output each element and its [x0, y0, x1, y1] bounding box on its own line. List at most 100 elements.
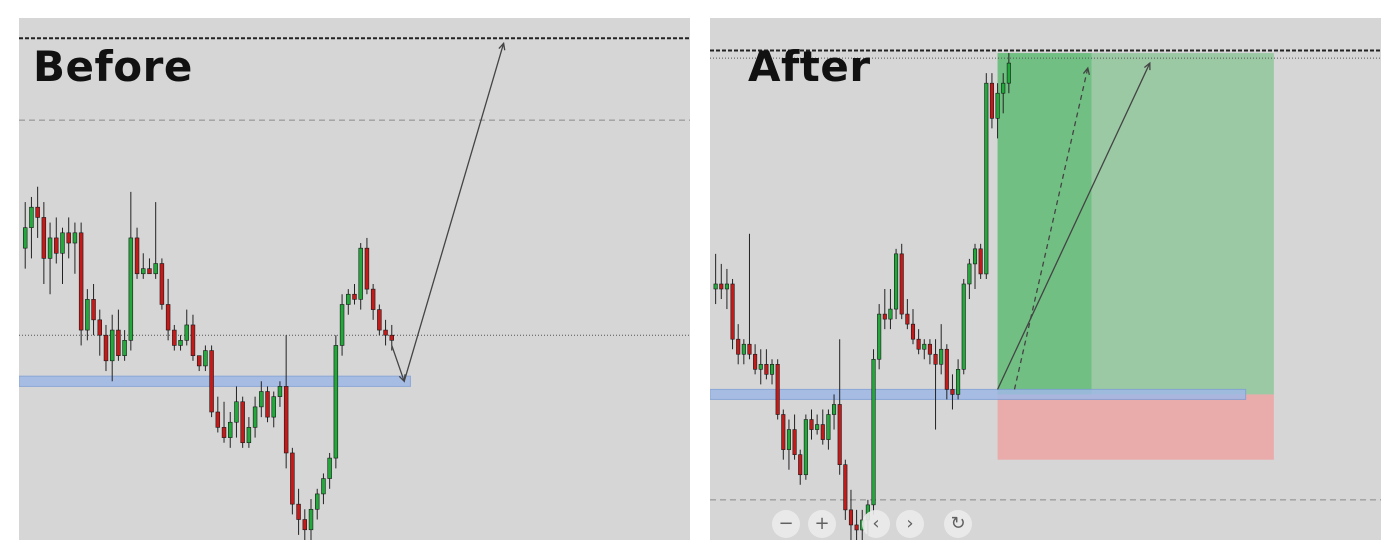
bearish-candle	[165, 304, 171, 331]
bullish-candle	[758, 363, 763, 370]
bearish-candle	[54, 237, 59, 254]
arrow-head-icon	[498, 41, 506, 51]
bullish-candle	[203, 350, 208, 367]
bullish-candle	[786, 429, 791, 450]
bearish-candle	[978, 248, 983, 275]
after-chart-panel: After − + ‹ › ↻	[710, 18, 1381, 540]
bullish-candle	[321, 478, 326, 495]
bearish-candle	[172, 329, 177, 346]
bullish-candle	[984, 82, 989, 275]
bearish-candle	[809, 419, 814, 430]
bullish-candle	[234, 401, 239, 423]
bullish-candle	[724, 283, 729, 290]
bearish-candle	[798, 454, 803, 476]
bearish-candle	[283, 386, 289, 454]
bearish-candle	[389, 334, 395, 341]
bullish-candle	[228, 421, 233, 438]
bullish-candle	[956, 369, 961, 395]
bearish-candle	[97, 319, 102, 336]
bearish-candle	[843, 464, 848, 511]
bearish-candle	[209, 350, 214, 413]
bearish-candle	[792, 429, 797, 455]
bearish-candle	[78, 232, 84, 331]
bullish-candle	[153, 263, 158, 275]
bearish-candle	[927, 343, 932, 355]
bullish-candle	[29, 206, 34, 228]
bearish-candle	[370, 288, 376, 310]
bearish-candle	[364, 247, 370, 290]
bullish-candle	[1006, 62, 1011, 84]
before-chart-title: Before	[33, 42, 193, 91]
bearish-candle	[352, 293, 357, 300]
bullish-candle	[832, 404, 837, 415]
scroll-left-button[interactable]: ‹	[862, 510, 890, 538]
bearish-candle	[91, 299, 96, 321]
bullish-candle	[815, 424, 820, 430]
bullish-candle	[47, 237, 53, 259]
bearish-candle	[290, 452, 295, 505]
bearish-candle	[240, 401, 245, 444]
bearish-candle	[377, 309, 382, 331]
bearish-candle	[719, 283, 724, 290]
bearish-candle	[221, 427, 227, 438]
zoom-in-button[interactable]: +	[808, 510, 836, 538]
support-zone	[710, 388, 1247, 400]
bearish-candle	[781, 414, 786, 450]
projection-arrow-line	[403, 43, 505, 382]
zoom-out-button[interactable]: −	[772, 510, 800, 538]
bullish-candle	[72, 232, 78, 244]
bullish-candle	[252, 406, 258, 428]
before-candlestick-chart	[19, 37, 690, 540]
bearish-candle	[736, 338, 741, 355]
bullish-candle	[308, 508, 314, 531]
bearish-candle	[265, 391, 270, 418]
bearish-candle	[116, 329, 121, 356]
reset-button[interactable]: ↻	[944, 510, 972, 538]
bullish-candle	[314, 493, 320, 510]
bearish-candle	[730, 283, 735, 340]
bullish-candle	[339, 304, 345, 346]
bearish-candle	[753, 353, 758, 370]
bullish-candle	[961, 283, 966, 370]
bullish-candle	[85, 299, 90, 331]
bullish-candle	[713, 283, 718, 290]
bullish-candle	[967, 263, 972, 285]
bullish-candle	[877, 313, 882, 360]
bearish-candle	[989, 82, 994, 119]
bullish-candle	[803, 419, 808, 476]
bearish-candle	[35, 206, 40, 218]
bullish-candle	[22, 227, 28, 249]
bullish-candle	[128, 237, 134, 341]
bullish-candle	[972, 248, 978, 265]
bearish-candle	[215, 411, 221, 428]
bullish-candle	[1001, 82, 1006, 94]
bullish-candle	[141, 268, 146, 275]
stop-loss-zone	[997, 394, 1274, 460]
bearish-candle	[820, 424, 825, 440]
before-chart-panel: Before	[19, 18, 690, 540]
target-profit-zone-filled	[997, 53, 1092, 395]
bullish-candle	[894, 253, 899, 310]
scroll-right-button[interactable]: ›	[896, 510, 924, 538]
bearish-candle	[933, 353, 938, 365]
projection-arrow-line	[1013, 67, 1089, 390]
bullish-candle	[826, 414, 831, 440]
bearish-candle	[837, 404, 842, 465]
bullish-candle	[60, 232, 65, 254]
bullish-candle	[741, 343, 746, 355]
bearish-candle	[899, 253, 904, 315]
projection-arrow-line	[391, 345, 405, 382]
arrow-head-icon	[1143, 61, 1151, 71]
bullish-candle	[995, 92, 1000, 119]
bearish-candle	[302, 519, 308, 531]
after-candlestick-chart	[710, 49, 1381, 540]
bullish-candle	[246, 427, 252, 444]
bearish-candle	[134, 237, 140, 275]
arrow-head-icon	[1082, 66, 1090, 76]
projection-arrow-line	[996, 62, 1151, 390]
bullish-candle	[871, 358, 876, 506]
bearish-candle	[950, 389, 955, 395]
bullish-candle	[271, 396, 276, 418]
bearish-candle	[41, 217, 47, 259]
bearish-candle	[196, 355, 202, 367]
